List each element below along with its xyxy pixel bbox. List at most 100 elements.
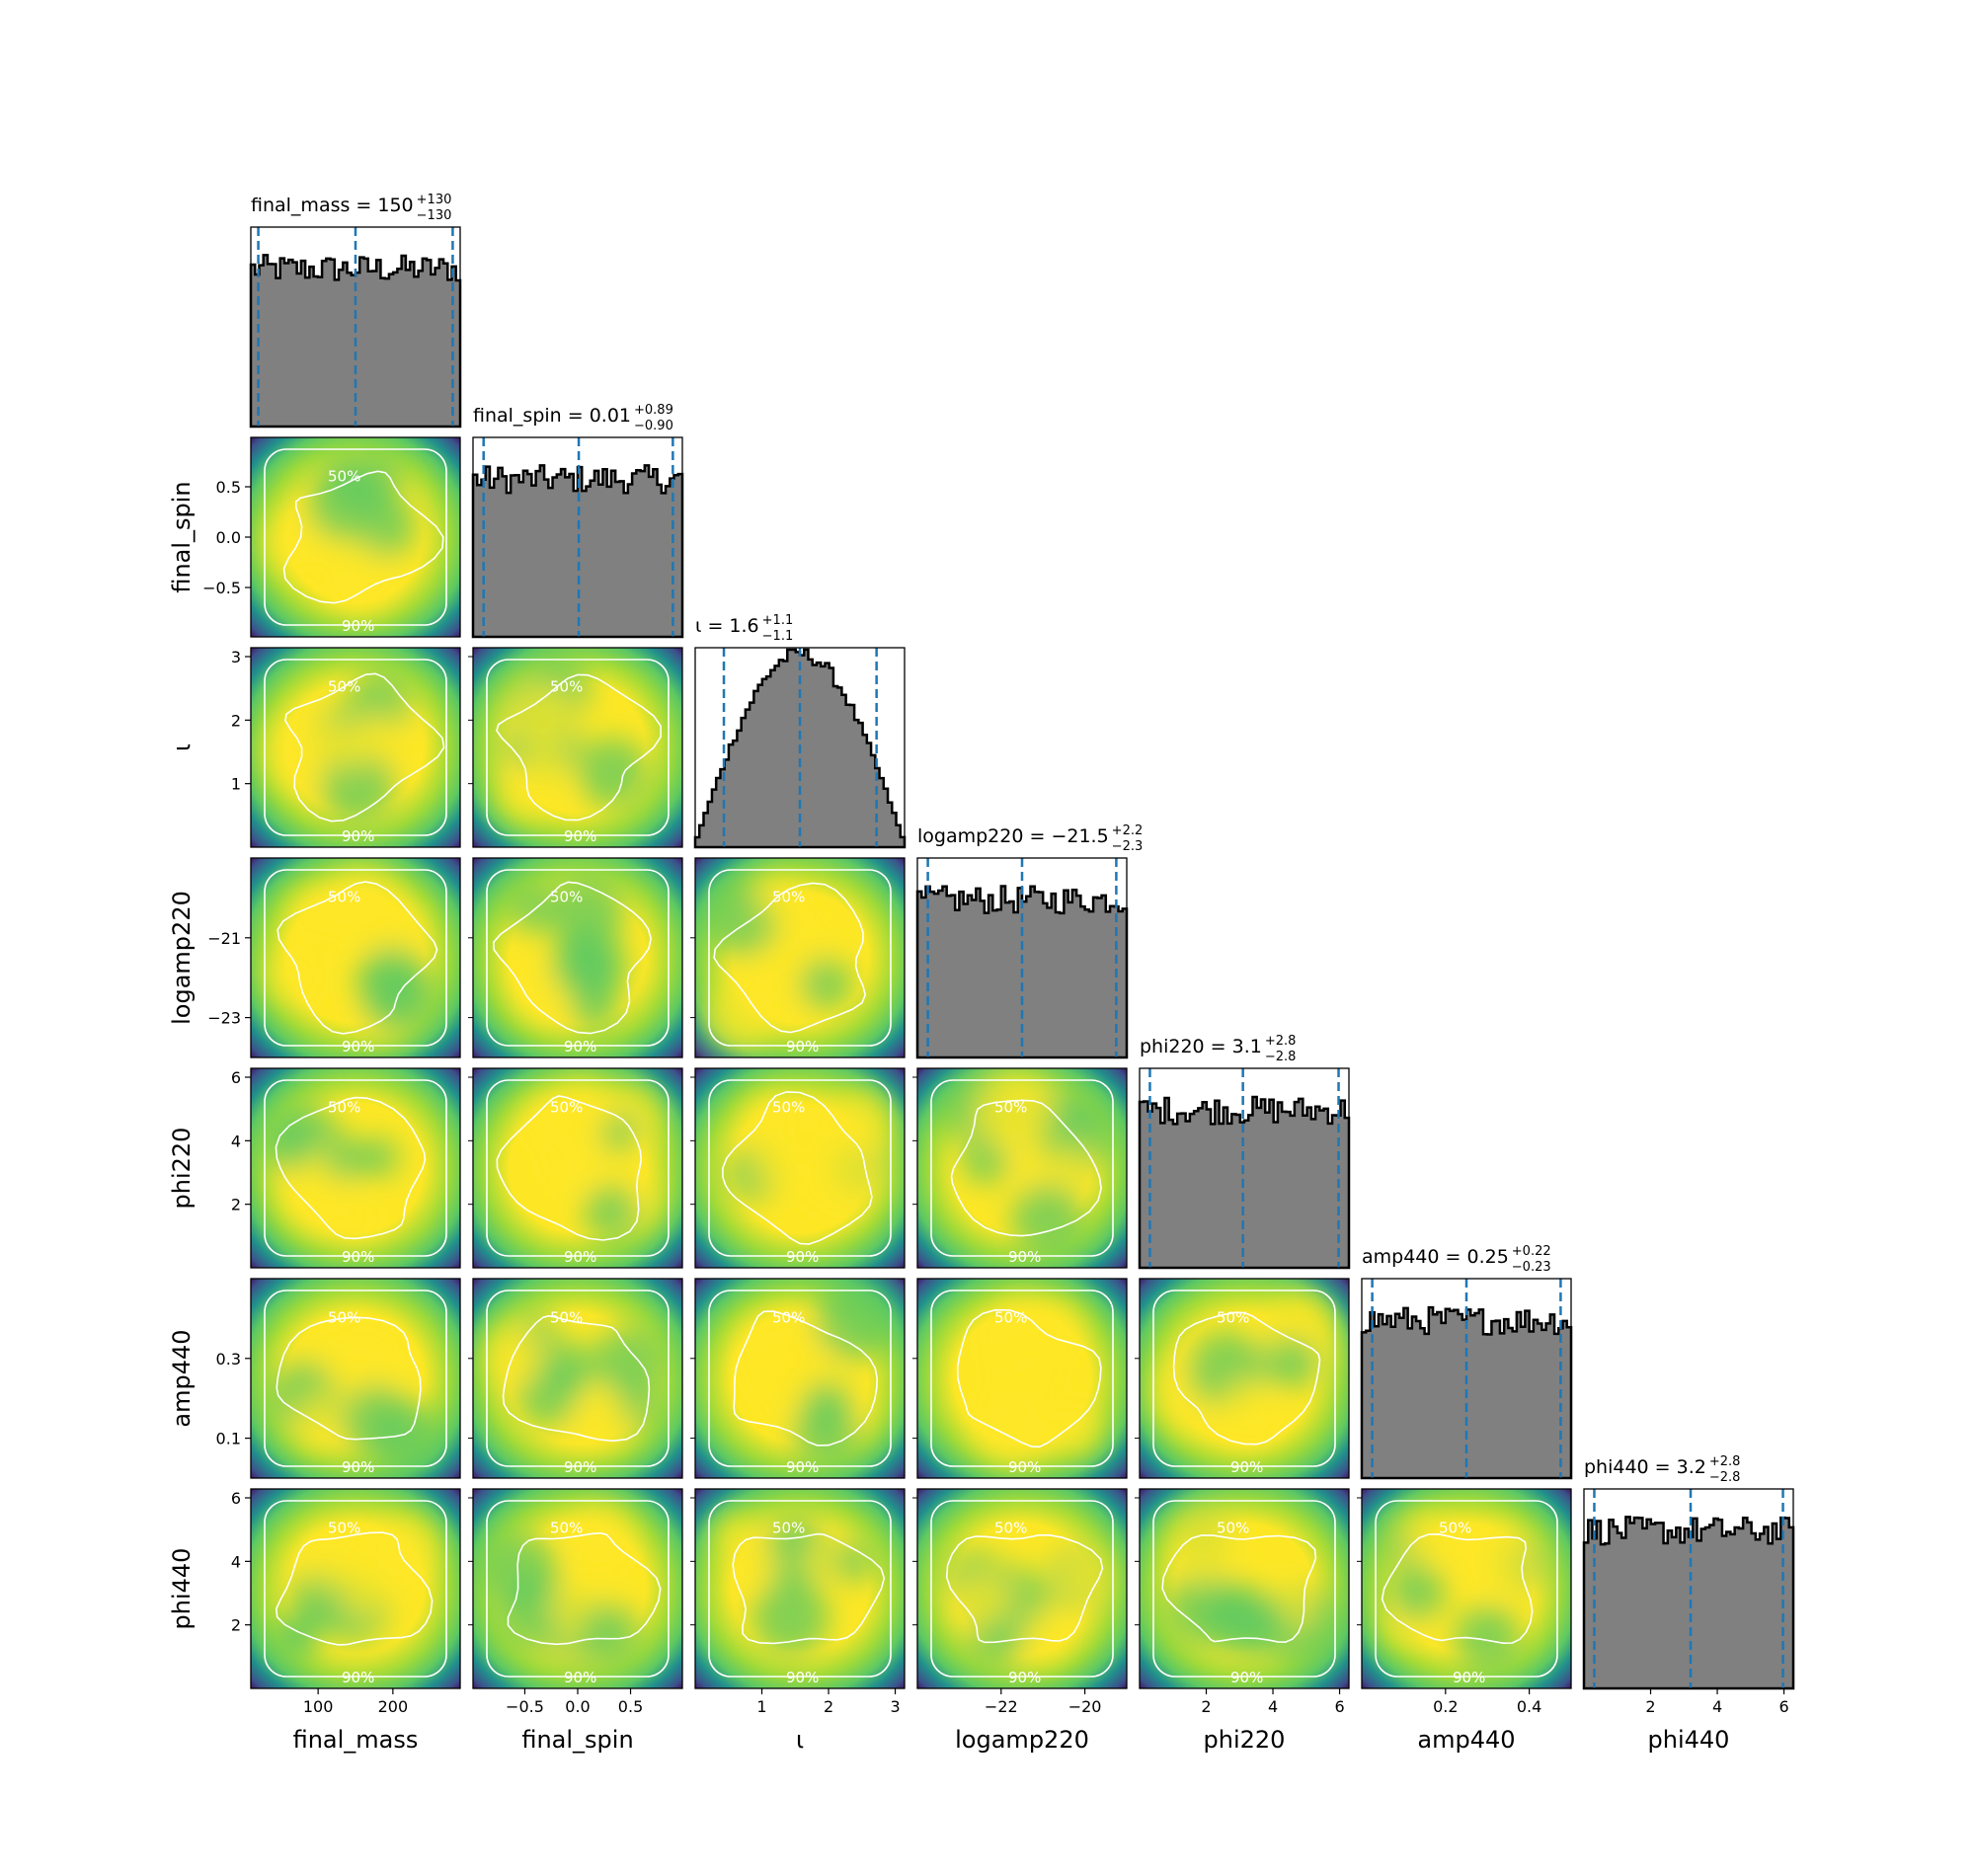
contour-label-90: 90%	[786, 1458, 819, 1476]
density-blobs	[480, 1503, 641, 1667]
panel-phi440-phi440: phi440 = 3.2 +2.8−2.8	[1582, 1454, 1795, 1690]
contour-90	[264, 448, 447, 626]
contour-label-50: 50%	[994, 1098, 1027, 1116]
title-sub-inclination: −1.1	[762, 629, 794, 644]
contour-label-90: 90%	[342, 1248, 374, 1266]
title-sup-phi220: +2.8	[1265, 1034, 1297, 1049]
density-blob	[578, 1603, 641, 1667]
density-blob	[1224, 1593, 1289, 1658]
title-sub-amp440: −0.23	[1512, 1260, 1551, 1275]
density-blob	[1018, 1611, 1069, 1663]
density-blob	[1011, 1183, 1084, 1256]
density-blob	[480, 1531, 557, 1608]
density-inclination-phi440: 90% 50%	[695, 1489, 905, 1688]
ytick-label-phi440-1: 4	[231, 1552, 241, 1571]
contour-90	[930, 1500, 1114, 1678]
density-final_mass-phi440: 90% 50%	[251, 1489, 460, 1688]
frame-final_spin-amp440	[472, 1278, 683, 1479]
xtick-label-inclination-0: 1	[756, 1697, 766, 1716]
xtick-label-phi220-2: 6	[1334, 1697, 1344, 1716]
density-blobs	[497, 655, 649, 821]
density-blobs	[273, 1516, 438, 1661]
contour-50	[1381, 1532, 1534, 1645]
density-blob	[330, 722, 376, 768]
density-blob	[305, 1534, 358, 1588]
panel-inclination-phi440: 90% 50%	[694, 1488, 906, 1689]
density-blob	[369, 1401, 443, 1475]
frame-final_spin-logamp220	[472, 857, 683, 1058]
density-inclination-logamp220: 90% 50%	[695, 858, 905, 1057]
title-main-logamp220: logamp220 = −21.5	[917, 825, 1109, 847]
histogram-phi440	[1582, 1516, 1795, 1690]
density-blobs	[726, 1090, 894, 1215]
density-blob	[735, 1542, 780, 1588]
density-blob	[546, 1132, 606, 1193]
frame-logamp220	[916, 857, 1128, 1058]
contour-90	[486, 659, 670, 836]
density-amp440-phi440: 90% 50%	[1362, 1489, 1571, 1688]
panel-inclination-inclination: ι = 1.6 +1.1−1.1	[693, 613, 907, 849]
ytick-label-final_spin-0: 0.5	[216, 478, 241, 497]
frame-logamp220-amp440	[916, 1278, 1128, 1479]
frame-final_spin-inclination	[472, 647, 683, 848]
frame-phi220-amp440	[1139, 1278, 1350, 1479]
contour-label-50: 50%	[328, 888, 360, 905]
contour-label-90: 90%	[342, 1669, 374, 1686]
panel-logamp220-phi440: 90% 50%	[916, 1488, 1128, 1689]
density-blob	[1167, 1510, 1241, 1584]
contour-50	[496, 1095, 643, 1241]
xtick-label-final_spin-0: −0.5	[506, 1697, 544, 1716]
contour-90	[1152, 1500, 1336, 1678]
frame-final_mass-phi440	[250, 1488, 461, 1689]
contour-50	[275, 1096, 427, 1240]
panel-final_mass-amp440: 90% 50%	[250, 1278, 461, 1479]
contour-label-90: 90%	[786, 1038, 819, 1055]
density-blobs	[267, 1329, 443, 1475]
contour-50	[713, 882, 867, 1034]
title-sup-final_spin: +0.89	[634, 403, 673, 418]
density-logamp220-phi440: 90% 50%	[917, 1489, 1127, 1688]
ytick-label-phi440-2: 6	[231, 1489, 241, 1508]
density-blobs	[740, 1279, 897, 1467]
ytick-label-amp440-0: 0.3	[216, 1350, 241, 1368]
density-blob	[266, 1114, 320, 1167]
density-final_spin-phi440: 90% 50%	[473, 1489, 682, 1688]
contour-90	[930, 1079, 1114, 1257]
density-blob	[752, 1579, 830, 1656]
xaxis-label-final_spin: final_spin	[521, 1726, 633, 1754]
ytick-label-phi220-1: 4	[231, 1132, 241, 1150]
contour-label-50: 50%	[772, 888, 805, 905]
density-blobs	[266, 1104, 399, 1239]
contour-50	[276, 1316, 422, 1441]
density-blob	[832, 1539, 876, 1583]
title-sub-final_spin: −0.90	[634, 419, 673, 433]
contour-label-50: 50%	[1217, 1519, 1249, 1536]
frame-phi220-phi440	[1139, 1488, 1350, 1689]
panel-final_spin-amp440: 90% 50%	[472, 1278, 683, 1479]
frame-inclination-phi440	[694, 1488, 906, 1689]
title-final_spin: final_spin = 0.01	[473, 405, 631, 427]
panel-final_mass-final_mass: final_mass = 150 +130−130	[249, 193, 462, 429]
title-main-final_spin: final_spin = 0.01	[473, 405, 631, 427]
density-blob	[1454, 1605, 1521, 1673]
contour-90	[486, 869, 670, 1047]
density-blob	[1058, 1549, 1111, 1602]
yaxis-label-logamp220: logamp220	[168, 891, 196, 1025]
density-blob	[358, 1136, 399, 1178]
contour-50	[1161, 1534, 1317, 1643]
density-final_spin-inclination: 90% 50%	[473, 648, 682, 847]
xtick-label-amp440-0: 0.2	[1433, 1697, 1458, 1716]
density-blob	[974, 1070, 1056, 1152]
contour-50	[275, 1531, 434, 1646]
contour-label-50: 50%	[772, 1098, 805, 1116]
contour-label-90: 90%	[564, 827, 596, 845]
ytick-label-phi220-0: 2	[231, 1196, 241, 1214]
contour-90	[264, 659, 447, 836]
contour-50	[496, 673, 662, 821]
density-blob	[552, 927, 626, 1001]
title-sub-final_mass: −130	[417, 208, 452, 223]
panel-final_mass-final_spin: 90% 50%	[250, 436, 461, 638]
ytick-label-amp440-1: 0.1	[216, 1430, 241, 1448]
contour-label-90: 90%	[1453, 1669, 1485, 1686]
contour-label-50: 50%	[328, 1308, 360, 1326]
